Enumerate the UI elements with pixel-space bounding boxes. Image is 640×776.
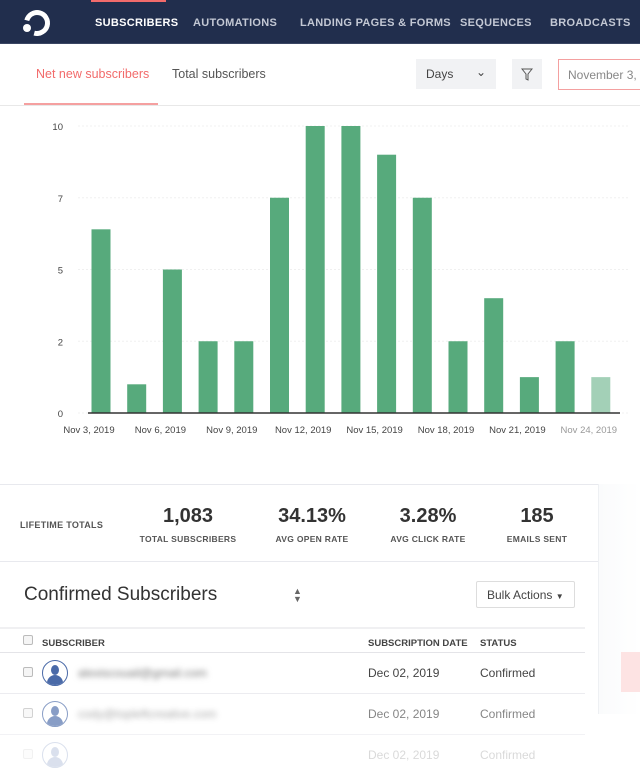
bar: [305, 126, 325, 413]
y-tick-label: 5: [58, 266, 63, 277]
sort-icon[interactable]: ▲ ▼: [293, 586, 302, 604]
col-date[interactable]: SUBSCRIPTION DATE: [368, 638, 468, 649]
nav-broadcasts[interactable]: BROADCASTS: [550, 17, 631, 29]
bar: [198, 341, 218, 413]
x-tick-label: Nov 24, 2019: [561, 425, 618, 436]
nav-subscribers[interactable]: SUBSCRIBERS: [95, 17, 179, 29]
row-checkbox[interactable]: [23, 667, 33, 677]
chart-toolbar: Net new subscribers Total subscribers Da…: [0, 44, 640, 106]
row-checkbox[interactable]: [23, 708, 33, 718]
x-tick-label: Nov 6, 2019: [135, 425, 186, 436]
bar: [484, 298, 504, 413]
y-tick-label: 7: [58, 194, 63, 205]
table-row[interactable]: cody@topleftcreative.com Dec 02, 2019 Co…: [0, 694, 585, 735]
subscription-date: Dec 02, 2019: [368, 748, 440, 762]
stat-label: AVG CLICK RATE: [390, 534, 466, 544]
lifetime-totals: LIFETIME TOTALS 1,083 TOTAL SUBSCRIBERS 3…: [0, 484, 598, 562]
filter-icon: [521, 68, 533, 81]
status: Confirmed: [480, 748, 536, 762]
nav-sequences[interactable]: SEQUENCES: [460, 17, 532, 29]
tab-total[interactable]: Total subscribers: [172, 67, 266, 81]
date-range-input[interactable]: November 3,: [558, 59, 640, 90]
y-tick-label: 0: [58, 409, 63, 420]
bar: [162, 269, 182, 413]
x-tick-label: Nov 15, 2019: [346, 425, 403, 436]
top-nav: SUBSCRIBERS AUTOMATIONS LANDING PAGES & …: [0, 0, 640, 44]
subscription-date: Dec 02, 2019: [368, 707, 440, 721]
stat-label: AVG OPEN RATE: [275, 534, 349, 544]
nav-automations[interactable]: AUTOMATIONS: [193, 17, 278, 29]
row-checkbox[interactable]: [23, 749, 33, 759]
bar: [519, 377, 539, 413]
select-all-checkbox[interactable]: [23, 635, 33, 645]
y-tick-label: 10: [52, 122, 63, 133]
logo-icon[interactable]: [19, 5, 55, 41]
logo-dot: [23, 24, 31, 32]
stat-value: 1,083: [162, 505, 214, 527]
caret-down-icon: ▼: [555, 592, 564, 601]
x-tick-label: Nov 9, 2019: [206, 425, 257, 436]
tab-net-new[interactable]: Net new subscribers: [36, 67, 150, 81]
stat-total-subscribers: 1,083 TOTAL SUBSCRIBERS: [128, 505, 248, 544]
bar: [591, 377, 611, 413]
x-tick-label: Nov 12, 2019: [275, 425, 332, 436]
bulk-actions-button[interactable]: Bulk Actions ▼: [476, 581, 575, 608]
stat-value: 34.13%: [278, 505, 346, 527]
x-tick-label: Nov 21, 2019: [489, 425, 546, 436]
side-accent: [621, 652, 640, 692]
subscriber-email[interactable]: alexiscouail@gmail.com: [78, 666, 207, 680]
stat-label: TOTAL SUBSCRIBERS: [139, 534, 237, 544]
x-tick-label: Nov 3, 2019: [63, 425, 114, 436]
status: Confirmed: [480, 707, 536, 721]
bar: [377, 154, 397, 413]
x-tick-label: Nov 18, 2019: [418, 425, 475, 436]
bulk-actions-label: Bulk Actions: [487, 588, 553, 602]
subscribers-table: SUBSCRIBER SUBSCRIPTION DATE STATUS alex…: [0, 627, 585, 776]
net-new-chart: 0 2 5 7 10 Nov 3, 2019 Nov 6, 2019 Nov 9, 2019 N…: [52, 122, 630, 436]
bar: [412, 197, 432, 413]
interval-value: Days: [426, 67, 454, 81]
stat-value: 185: [520, 505, 554, 527]
bar: [270, 197, 289, 413]
bar: [234, 341, 254, 413]
active-indicator: [91, 0, 166, 2]
stat-value: 3.28%: [399, 505, 457, 527]
table-header: SUBSCRIBER SUBSCRIPTION DATE STATUS: [0, 627, 585, 653]
interval-select[interactable]: Days ⌄: [416, 59, 496, 89]
avatar: [42, 660, 68, 686]
subscriber-email[interactable]: cody@topleftcreative.com: [78, 707, 217, 721]
y-tick-label: 2: [58, 337, 63, 348]
col-status[interactable]: STATUS: [480, 638, 517, 649]
avatar: [42, 701, 68, 727]
chevron-down-icon: ⌄: [475, 65, 486, 79]
bar: [91, 229, 111, 413]
lifetime-totals-label: LIFETIME TOTALS: [20, 520, 104, 530]
table-row[interactable]: alexiscouail@gmail.com Dec 02, 2019 Conf…: [0, 653, 585, 694]
list-title: Confirmed Subscribers: [24, 584, 218, 605]
stat-open-rate: 34.13% AVG OPEN RATE: [252, 505, 372, 544]
stat-click-rate: 3.28% AVG CLICK RATE: [368, 505, 488, 544]
bar: [555, 341, 575, 413]
avatar: [42, 742, 68, 768]
bar: [341, 126, 361, 413]
table-row[interactable]: Dec 02, 2019 Confirmed: [0, 735, 585, 776]
bar: [448, 341, 468, 413]
status: Confirmed: [480, 666, 536, 680]
subscription-date: Dec 02, 2019: [368, 666, 440, 680]
active-tab-underline: [24, 103, 158, 105]
filter-button[interactable]: [512, 59, 542, 89]
side-panel: [598, 484, 640, 714]
bar: [127, 384, 147, 413]
col-subscriber[interactable]: SUBSCRIBER: [42, 638, 105, 649]
stat-emails-sent: 185 EMAILS SENT: [477, 505, 597, 544]
stat-label: EMAILS SENT: [506, 534, 568, 544]
nav-landing-pages[interactable]: LANDING PAGES & FORMS: [300, 17, 451, 29]
